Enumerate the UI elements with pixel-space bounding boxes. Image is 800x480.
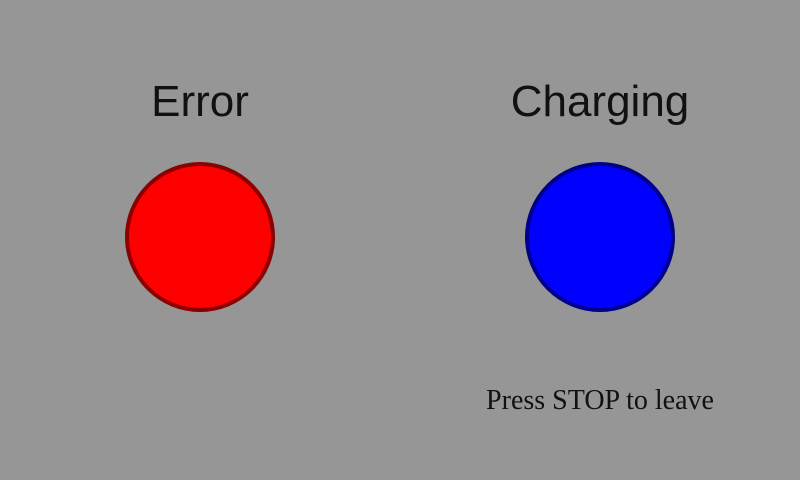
error-status-label: Error <box>151 77 249 126</box>
charging-indicator-light <box>525 162 675 312</box>
charging-status-label: Charging <box>510 77 690 126</box>
stop-instruction-text: Press STOP to leave <box>486 385 714 416</box>
error-indicator-light <box>125 162 275 312</box>
